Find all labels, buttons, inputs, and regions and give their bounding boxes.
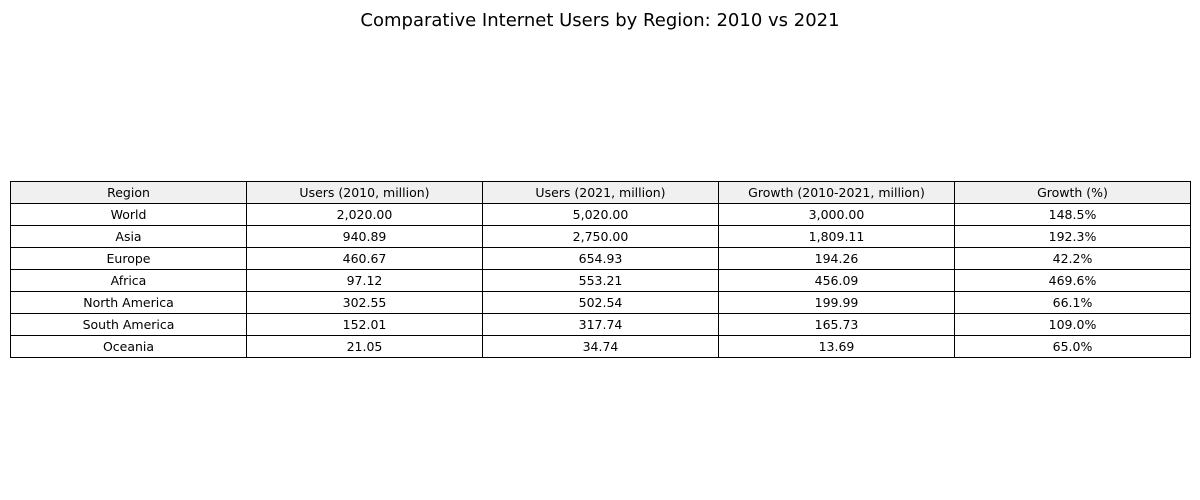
table-row: World 2,020.00 5,020.00 3,000.00 148.5% bbox=[10, 203, 1191, 226]
table-cell-growth-million: 1,809.11 bbox=[718, 225, 955, 248]
table-row: Europe 460.67 654.93 194.26 42.2% bbox=[10, 247, 1191, 270]
table-cell-users-2021: 2,750.00 bbox=[482, 225, 719, 248]
data-table: Region Users (2010, million) Users (2021… bbox=[10, 181, 1191, 358]
table-cell-users-2010: 460.67 bbox=[246, 247, 483, 270]
table-cell-users-2021: 5,020.00 bbox=[482, 203, 719, 226]
header-cell-region: Region bbox=[10, 181, 247, 204]
table-cell-users-2010: 152.01 bbox=[246, 313, 483, 336]
header-cell-growth-million: Growth (2010-2021, million) bbox=[718, 181, 955, 204]
table-cell-users-2010: 302.55 bbox=[246, 291, 483, 314]
table-cell-growth-percent: 109.0% bbox=[954, 313, 1191, 336]
table-cell-users-2010: 21.05 bbox=[246, 335, 483, 358]
table-cell-growth-percent: 66.1% bbox=[954, 291, 1191, 314]
table-cell-users-2021: 34.74 bbox=[482, 335, 719, 358]
table-cell-users-2021: 317.74 bbox=[482, 313, 719, 336]
table-cell-region: North America bbox=[10, 291, 247, 314]
table-cell-growth-percent: 148.5% bbox=[954, 203, 1191, 226]
header-row: Region Users (2010, million) Users (2021… bbox=[10, 181, 1191, 204]
table-cell-region: Asia bbox=[10, 225, 247, 248]
table-cell-growth-percent: 469.6% bbox=[954, 269, 1191, 292]
table-cell-growth-million: 194.26 bbox=[718, 247, 955, 270]
table-cell-growth-million: 199.99 bbox=[718, 291, 955, 314]
table-cell-growth-percent: 192.3% bbox=[954, 225, 1191, 248]
table-row: Asia 940.89 2,750.00 1,809.11 192.3% bbox=[10, 225, 1191, 248]
table-cell-region: South America bbox=[10, 313, 247, 336]
table-cell-users-2010: 97.12 bbox=[246, 269, 483, 292]
header-cell-growth-percent: Growth (%) bbox=[954, 181, 1191, 204]
table-cell-region: Europe bbox=[10, 247, 247, 270]
chart-title: Comparative Internet Users by Region: 20… bbox=[360, 10, 840, 31]
table-cell-growth-percent: 65.0% bbox=[954, 335, 1191, 358]
table-row: North America 302.55 502.54 199.99 66.1% bbox=[10, 291, 1191, 314]
table-cell-region: Oceania bbox=[10, 335, 247, 358]
table-cell-region: Africa bbox=[10, 269, 247, 292]
header-cell-users-2010: Users (2010, million) bbox=[246, 181, 483, 204]
table-cell-region: World bbox=[10, 203, 247, 226]
table-cell-growth-percent: 42.2% bbox=[954, 247, 1191, 270]
table-row: Africa 97.12 553.21 456.09 469.6% bbox=[10, 269, 1191, 292]
table-cell-users-2021: 502.54 bbox=[482, 291, 719, 314]
table-cell-users-2021: 553.21 bbox=[482, 269, 719, 292]
table-cell-growth-million: 3,000.00 bbox=[718, 203, 955, 226]
table-cell-growth-million: 13.69 bbox=[718, 335, 955, 358]
header-cell-users-2021: Users (2021, million) bbox=[482, 181, 719, 204]
table-cell-growth-million: 456.09 bbox=[718, 269, 955, 292]
table-cell-growth-million: 165.73 bbox=[718, 313, 955, 336]
table-row: Oceania 21.05 34.74 13.69 65.0% bbox=[10, 335, 1191, 358]
table-row: South America 152.01 317.74 165.73 109.0… bbox=[10, 313, 1191, 336]
table-cell-users-2010: 2,020.00 bbox=[246, 203, 483, 226]
table-cell-users-2010: 940.89 bbox=[246, 225, 483, 248]
table-cell-users-2021: 654.93 bbox=[482, 247, 719, 270]
